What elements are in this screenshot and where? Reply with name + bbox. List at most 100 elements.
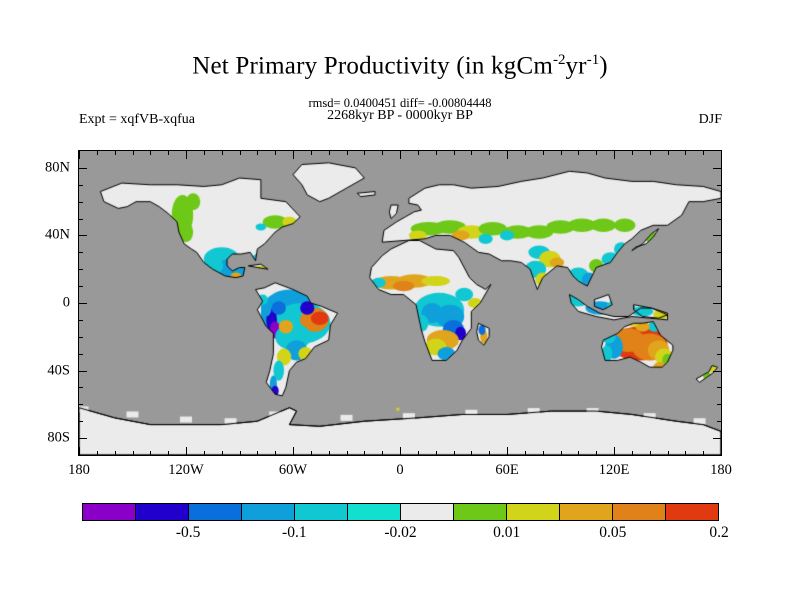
colorbar-segment[interactable]: [453, 504, 506, 520]
y-tick-right: [717, 404, 721, 406]
colorbar-segment[interactable]: [241, 504, 294, 520]
colorbar-segment[interactable]: [294, 504, 347, 520]
x-tick-top: [275, 151, 277, 155]
title-superscript-2: -1: [586, 52, 600, 68]
y-tick-right: [717, 387, 721, 389]
x-tick-top: [203, 151, 205, 155]
x-tick-bottom: [524, 451, 526, 455]
map-raster: [79, 151, 721, 455]
x-tick-bottom: [96, 451, 98, 455]
y-tick-left: [79, 353, 83, 355]
x-tick-top: [79, 151, 80, 159]
x-tick-bottom: [489, 451, 491, 455]
x-tick-top: [667, 151, 669, 155]
y-axis-label: 80N: [45, 159, 70, 176]
x-tick-top: [685, 151, 687, 155]
y-axis-label: 40S: [47, 362, 70, 379]
x-tick-bottom: [578, 451, 580, 455]
y-tick-right: [717, 269, 721, 271]
colorbar-segment[interactable]: [400, 504, 453, 520]
y-tick-right: [717, 218, 721, 220]
x-tick-top: [703, 151, 705, 155]
x-tick-top: [257, 151, 259, 155]
colorbar-tick-label: -0.02: [384, 524, 417, 541]
colorbar-segment[interactable]: [559, 504, 612, 520]
x-tick-top: [614, 151, 615, 159]
colorbar-segment[interactable]: [506, 504, 559, 520]
y-tick-left: [79, 269, 83, 271]
y-tick-left: [79, 303, 87, 304]
x-tick-bottom: [328, 451, 330, 455]
x-tick-bottom: [203, 451, 205, 455]
x-tick-bottom: [275, 451, 277, 455]
colorbar-tick-label: -0.5: [175, 524, 201, 541]
x-tick-top: [596, 151, 598, 155]
x-axis-label: 120W: [168, 462, 204, 478]
x-tick-bottom: [400, 447, 401, 455]
x-tick-bottom: [685, 451, 687, 455]
y-axis-label: 0: [62, 294, 70, 311]
y-tick-right: [717, 286, 721, 288]
x-tick-bottom: [614, 447, 615, 455]
y-tick-right: [717, 319, 721, 321]
x-tick-bottom: [471, 451, 473, 455]
x-tick-top: [542, 151, 544, 155]
x-tick-bottom: [257, 451, 259, 455]
x-tick-top: [435, 151, 437, 155]
x-tick-top: [364, 151, 366, 155]
y-tick-left: [79, 252, 83, 254]
y-tick-right: [713, 303, 721, 304]
x-tick-bottom: [631, 451, 633, 455]
y-tick-left: [79, 167, 87, 169]
x-tick-top: [221, 151, 223, 155]
x-axis-label: 0: [396, 462, 404, 478]
y-axis-label: 80S: [47, 429, 70, 446]
y-tick-right: [717, 336, 721, 338]
x-tick-top: [150, 151, 152, 155]
rmsd-annotation: rmsd= 0.0400451 diff= -0.00804448: [308, 96, 492, 110]
y-tick-right: [713, 167, 721, 169]
x-tick-bottom: [649, 451, 651, 455]
y-axis-label: 40N: [45, 226, 70, 243]
x-tick-top: [382, 151, 384, 155]
title-superscript-1: -2: [552, 52, 566, 68]
y-tick-right: [713, 438, 721, 440]
x-tick-bottom: [150, 451, 152, 455]
experiment-annotation: Expt = xqfVB-xqfua: [79, 112, 195, 127]
y-tick-right: [717, 201, 721, 203]
y-tick-left: [79, 336, 83, 338]
colorbar-segment[interactable]: [665, 504, 718, 520]
y-tick-left: [79, 370, 87, 372]
x-axis-label: 180: [710, 462, 732, 478]
x-tick-bottom: [168, 451, 170, 455]
x-tick-bottom: [721, 447, 722, 455]
colorbar-segment[interactable]: [135, 504, 188, 520]
x-tick-top: [400, 151, 401, 159]
x-tick-top: [310, 151, 312, 155]
x-tick-top: [631, 151, 633, 155]
x-tick-bottom: [79, 447, 80, 455]
colorbar-segment[interactable]: [188, 504, 241, 520]
period-annotation: 2268kyr BP - 0000kyr BP: [327, 108, 473, 123]
x-tick-top: [186, 151, 187, 159]
y-tick-left: [79, 184, 83, 186]
x-tick-top: [721, 151, 722, 159]
x-tick-bottom: [560, 451, 562, 455]
x-tick-bottom: [310, 451, 312, 455]
x-axis-label: 120E: [598, 462, 630, 478]
y-tick-right: [713, 370, 721, 372]
colorbar-tick-label: -0.1: [282, 524, 307, 541]
y-tick-left: [79, 421, 83, 423]
map-plot-area[interactable]: [78, 150, 722, 456]
colorbar[interactable]: [82, 503, 719, 521]
x-tick-bottom: [132, 451, 134, 455]
x-tick-bottom: [667, 451, 669, 455]
x-tick-bottom: [453, 451, 455, 455]
y-tick-left: [79, 387, 83, 389]
colorbar-segment[interactable]: [347, 504, 400, 520]
season-annotation: DJF: [698, 112, 722, 127]
colorbar-segment[interactable]: [83, 504, 135, 520]
x-tick-top: [346, 151, 348, 155]
colorbar-segment[interactable]: [612, 504, 665, 520]
x-tick-top: [96, 151, 98, 155]
